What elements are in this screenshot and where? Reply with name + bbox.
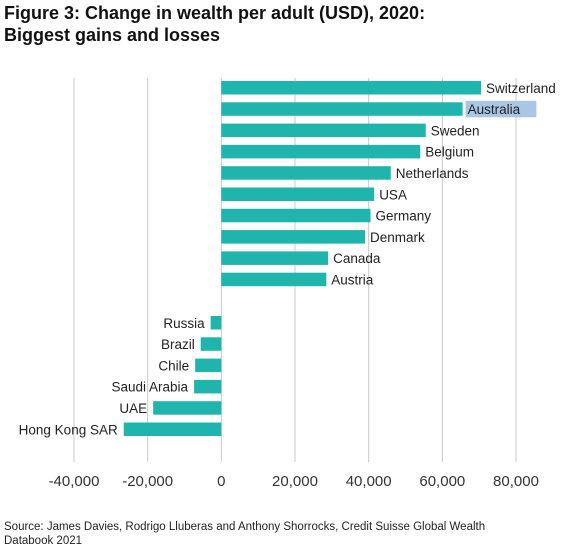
bar-labels-group: Switzerland Australia Sweden Belgium Netherl… [19,81,556,438]
bar-denmark [221,230,365,244]
x-tick-label: -20,000 [122,473,173,490]
bar-label: Sweden [431,123,480,138]
bar-australia [221,102,463,116]
bar-sweden [221,123,426,138]
bar-label: Chile [158,358,189,373]
bar-label: Saudi Arabia [112,380,189,395]
bar-label: Belgium [425,145,474,160]
bar-label: USA [379,187,407,202]
bar-label: Germany [376,209,432,224]
source-line1: Source: James Davies, Rodrigo Lluberas a… [4,521,486,533]
chart-title-line1: Figure 3: Change in wealth per adult (US… [4,3,426,23]
bar-saudi-arabia [194,379,222,394]
bar-netherlands [221,166,391,180]
bar-germany [221,208,371,223]
bar-belgium [221,144,421,159]
bar-label: Canada [333,251,381,266]
x-tick-label: 40,000 [346,473,392,490]
bar-canada [221,251,329,265]
bar-chart: Switzerland Australia Sweden Belgium Netherl… [19,78,556,490]
x-tick-labels-group: -40,000 -20,000 0 20,000 40,000 60,000 80,000 [49,473,539,490]
bar-label: Australia [468,102,521,117]
source-line2: Databook 2021 [4,535,83,547]
bar-label: Netherlands [396,166,469,181]
x-tick-label: 20,000 [272,473,318,490]
bar-austria [221,272,327,287]
source-note: Source: James Davies, Rodrigo Lluberas a… [4,520,564,548]
chart-title-line2: Biggest gains and losses [4,25,221,45]
x-tick-label: -40,000 [49,473,100,490]
bar-label: Brazil [161,337,195,352]
x-tick-label: 0 [217,473,225,490]
bar-label: Austria [331,272,374,287]
bar-uae [153,401,222,415]
grid-lines [73,78,517,462]
x-tick-label: 60,000 [419,473,465,490]
bar-brazil [200,337,222,351]
bar-label: Switzerland [486,81,556,96]
label-highlight [465,100,537,118]
bar-label: UAE [119,401,147,416]
x-tick-label: 80,000 [493,473,539,490]
bar-label: Russia [163,316,205,331]
bar-label: Hong Kong SAR [19,422,118,437]
bar-usa [221,187,375,201]
bar-russia [210,316,222,330]
bar-label: Denmark [370,230,425,245]
bar-switzerland [221,81,482,95]
bar-hong-kong-sar [123,422,222,436]
bar-chile [195,358,222,373]
bars-group [123,81,482,436]
chart-title: Figure 3: Change in wealth per adult (US… [4,2,559,46]
